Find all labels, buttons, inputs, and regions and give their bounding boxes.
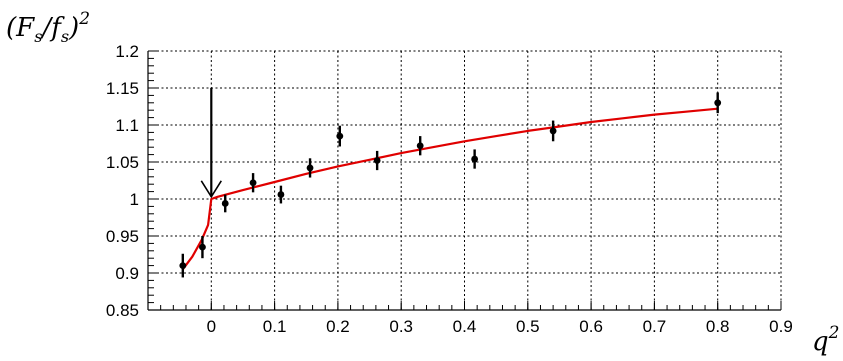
data-point — [336, 132, 344, 140]
data-point — [277, 191, 285, 198]
y-axis-title: (Fs/fs)2 — [6, 9, 90, 46]
x-axis-title: q2 — [812, 323, 839, 357]
data-points — [179, 92, 722, 278]
x-tick-label: 0.8 — [706, 317, 730, 336]
data-point — [221, 200, 229, 207]
y-tick-label: 1.05 — [106, 153, 139, 172]
x-tick-label: 0.6 — [579, 317, 603, 336]
y-tick-label: 0.95 — [106, 227, 139, 246]
x-tick-label: 0.7 — [643, 317, 667, 336]
data-point — [179, 262, 187, 269]
x-tick-label: 0.2 — [326, 317, 350, 336]
annotations — [200, 88, 222, 199]
x-tick-label: 0.4 — [453, 317, 477, 336]
y-tick-label: 0.9 — [115, 264, 139, 283]
y-tick-label: 1.15 — [106, 79, 139, 98]
y-tick-label: 1.1 — [115, 116, 139, 135]
axis-titles: (Fs/fs)2 q2 — [6, 9, 839, 357]
y-tick-label: 1.2 — [115, 42, 139, 61]
x-tick-label: 0.3 — [389, 317, 413, 336]
data-point — [373, 157, 381, 164]
x-tick-label: 0.1 — [263, 317, 287, 336]
data-point — [549, 127, 557, 135]
x-tick-label: 0.9 — [769, 317, 793, 336]
data-point — [714, 99, 722, 107]
data-point — [306, 164, 314, 172]
x-tick-label: 0 — [207, 317, 216, 336]
data-point — [249, 179, 257, 187]
fit-curve — [181, 107, 718, 270]
y-tick-label: 0.85 — [106, 301, 139, 320]
grid — [148, 50, 782, 311]
fit-curve-line — [181, 107, 718, 270]
axes: 0 0.1 0.2 0.3 0.4 0.5 0.6 0.7 0.8 0.9 0.85 0.9 0.95 1… — [106, 42, 793, 336]
data-point — [416, 142, 424, 150]
y-tick-label: 1 — [130, 190, 139, 209]
arrow-head — [200, 180, 222, 199]
x-tick-label: 0.5 — [516, 317, 540, 336]
data-point — [471, 155, 479, 163]
data-point — [199, 243, 206, 251]
